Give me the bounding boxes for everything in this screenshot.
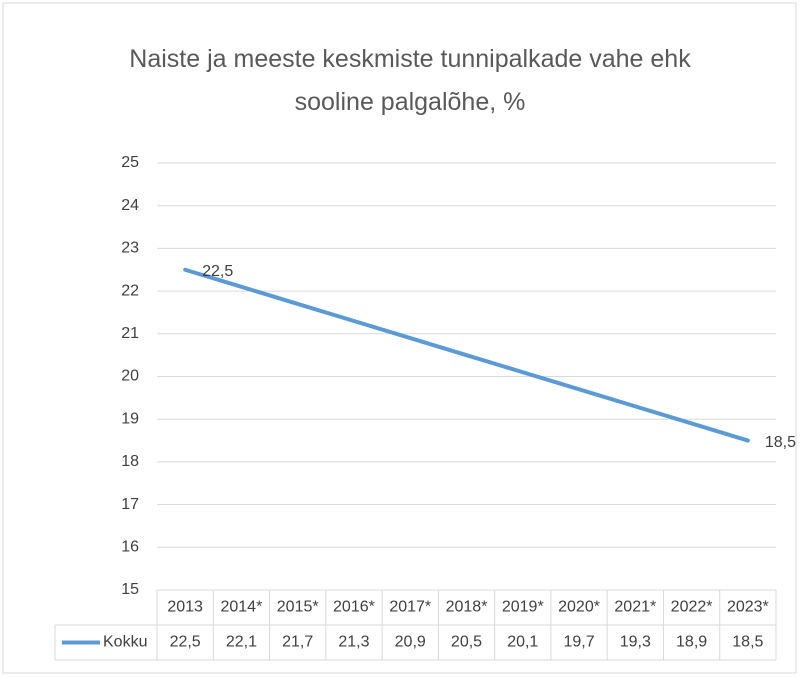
y-tick-label: 17 (121, 496, 139, 513)
table-value: 18,9 (676, 634, 707, 651)
y-tick-label: 24 (121, 197, 139, 214)
x-tick-label: 2021* (614, 599, 656, 616)
y-tick-label: 18 (121, 453, 139, 470)
x-tick-label: 2014* (220, 599, 262, 616)
y-tick-label: 25 (121, 154, 139, 171)
y-tick-label: 20 (121, 368, 139, 385)
y-tick-label: 19 (121, 410, 139, 427)
y-tick-label: 15 (121, 581, 139, 598)
table-value: 19,7 (563, 634, 594, 651)
data-label: 22,5 (202, 263, 233, 280)
y-tick-label: 21 (121, 325, 139, 342)
x-tick-label: 2020* (558, 599, 600, 616)
line-series (183, 267, 750, 443)
x-tick-label: 2016* (333, 599, 375, 616)
table-value: 22,5 (170, 634, 201, 651)
table-value: 20,5 (451, 634, 482, 651)
table-value: 19,3 (620, 634, 651, 651)
x-tick-label: 2022* (671, 599, 713, 616)
table-value: 20,9 (395, 634, 426, 651)
x-tick-label: 2015* (277, 599, 319, 616)
legend-label: Kokku (103, 634, 147, 651)
x-tick-label: 2019* (502, 599, 544, 616)
y-tick-label: 23 (121, 240, 139, 257)
data-label: 18,5 (765, 434, 796, 451)
x-tick-label: 2017* (389, 599, 431, 616)
x-tick-label: 2013 (167, 599, 203, 616)
x-tick-label: 2023* (727, 599, 769, 616)
table-value: 20,1 (507, 634, 538, 651)
table-value: 22,1 (226, 634, 257, 651)
x-tick-label: 2018* (446, 599, 488, 616)
table-value: 21,7 (282, 634, 313, 651)
y-tick-label: 22 (121, 282, 139, 299)
table-value: 21,3 (338, 634, 369, 651)
y-tick-label: 16 (121, 539, 139, 556)
chart-title: Naiste ja meeste keskmiste tunnipalkade … (129, 45, 691, 116)
table-value: 18,5 (732, 634, 763, 651)
